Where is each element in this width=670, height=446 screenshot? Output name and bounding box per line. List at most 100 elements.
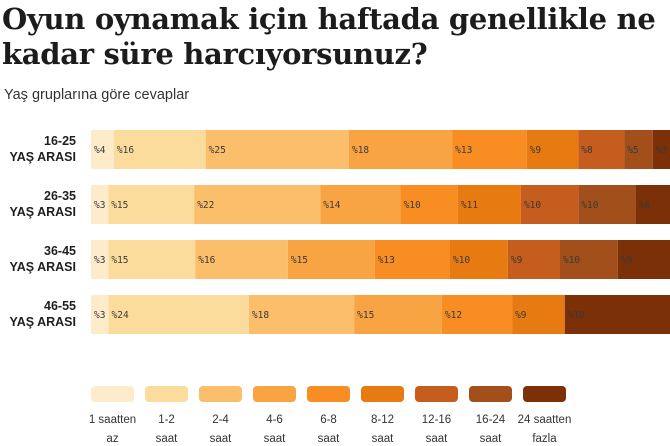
data-label: %6 — [639, 200, 651, 211]
legend-label-line: saat — [156, 433, 179, 445]
row-label-line: 46-55 — [44, 299, 76, 313]
bar-segment — [108, 240, 196, 279]
data-label: %3 — [656, 145, 667, 156]
row-label: 36-45 YAŞ ARASI — [10, 244, 77, 274]
data-label: %13 — [455, 145, 472, 156]
data-label: %10 — [563, 255, 580, 266]
legend-swatch — [91, 386, 134, 402]
data-label: %25 — [209, 145, 226, 156]
data-label: %18 — [352, 145, 369, 156]
data-label: %24 — [112, 310, 129, 321]
data-label: %10 — [404, 200, 421, 211]
bar-segment — [194, 185, 321, 224]
data-label: %14 — [323, 200, 340, 211]
data-label: %9 — [511, 255, 523, 266]
data-label: %10 — [581, 200, 598, 211]
legend-label: 1-2 saat — [156, 414, 179, 445]
legend-label-line: saat — [426, 433, 449, 445]
row-label: 16-25 YAŞ ARASI — [10, 134, 77, 164]
bar-segment — [449, 240, 508, 279]
bar-segment — [320, 185, 401, 224]
data-label: %5 — [627, 145, 638, 156]
legend-label: 4-6 saat — [264, 414, 287, 445]
bar-segment — [452, 130, 527, 169]
legend-label-line: fazla — [532, 433, 557, 445]
row-label-line: 26-35 — [44, 189, 76, 203]
legend-label-line: 4-6 — [266, 414, 283, 426]
bar-segment — [652, 130, 670, 169]
data-label: %15 — [111, 255, 128, 266]
legend-label-line: 1-2 — [158, 414, 175, 426]
row-label: 26-35 YAŞ ARASI — [10, 189, 77, 219]
data-label: %9 — [515, 310, 527, 321]
data-label: %16 — [198, 255, 215, 266]
data-label: %4 — [94, 145, 106, 156]
row-label-line: YAŞ ARASI — [10, 260, 76, 274]
data-label: %15 — [291, 255, 308, 266]
legend-label: 8-12 saat — [371, 414, 394, 445]
bar-segment — [108, 295, 249, 334]
row-label-line: YAŞ ARASI — [10, 315, 76, 329]
bar-segment — [348, 130, 453, 169]
bar-segment — [354, 295, 442, 334]
data-label: %18 — [568, 310, 585, 321]
legend-label: 2-4 saat — [210, 414, 233, 445]
bar-segment — [195, 240, 288, 279]
legend-label-line: 2-4 — [212, 414, 229, 426]
bar-segment — [400, 185, 458, 224]
bar-segment — [205, 130, 349, 169]
legend-swatch — [145, 386, 188, 402]
row-label-line: 36-45 — [44, 244, 76, 258]
legend-label-line: 12-16 — [422, 414, 451, 426]
bar-segment — [441, 295, 513, 334]
legend-swatch — [523, 386, 566, 402]
row-label-line: YAŞ ARASI — [10, 150, 76, 164]
data-label: %18 — [252, 310, 269, 321]
bar-segment — [108, 185, 195, 224]
row-label: 46-55 YAŞ ARASI — [10, 299, 77, 329]
bar-segment — [624, 130, 653, 169]
row-label-line: YAŞ ARASI — [10, 205, 76, 219]
bar-segment — [559, 240, 618, 279]
bar-segment — [507, 240, 560, 279]
legend-label-line: 24 saatten — [518, 414, 572, 426]
legend-label-line: saat — [210, 433, 233, 445]
data-label: %15 — [357, 310, 374, 321]
bar-segment — [287, 240, 375, 279]
legend-label-line: saat — [372, 433, 395, 445]
bar-segment — [248, 295, 355, 334]
bar-segment — [91, 185, 109, 224]
bar-segment — [512, 295, 565, 334]
bar-row: 26-35 YAŞ ARASI %3 %15 %22 %14 %10 %11 %10 %10 %6 — [10, 185, 670, 224]
data-label: %16 — [117, 145, 134, 156]
legend-label: 1 saatten az — [89, 414, 136, 445]
legend-swatch — [199, 386, 242, 402]
bar-row: 46-55 YAŞ ARASI %3 %24 %18 %15 %12 %9 %18 — [10, 295, 670, 334]
legend-label-line: 1 saatten — [89, 414, 136, 426]
chart-subtitle: Yaş gruplarına göre cevaplar — [4, 87, 190, 103]
legend-swatch — [469, 386, 512, 402]
data-label: %8 — [581, 145, 593, 156]
legend-label-line: saat — [318, 433, 341, 445]
legend-label-line: saat — [264, 433, 287, 445]
bar-segment — [578, 130, 625, 169]
bar-segment — [617, 240, 670, 279]
bar-segment — [113, 130, 206, 169]
legend-swatch — [415, 386, 458, 402]
data-label: %3 — [94, 310, 105, 321]
bar-segment — [526, 130, 579, 169]
data-label: %12 — [445, 310, 462, 321]
bar-segment — [457, 185, 521, 224]
legend-label-line: saat — [480, 433, 503, 445]
legend-label-line: az — [106, 433, 118, 445]
legend-label: 12-16 saat — [422, 414, 451, 445]
legend-swatch — [253, 386, 296, 402]
data-label: %13 — [378, 255, 395, 266]
row-label-line: 16-25 — [44, 134, 76, 148]
bar-segment — [564, 295, 670, 334]
legend-label-line: 6-8 — [320, 414, 337, 426]
bar-segment — [91, 240, 109, 279]
data-label: %11 — [461, 200, 478, 211]
